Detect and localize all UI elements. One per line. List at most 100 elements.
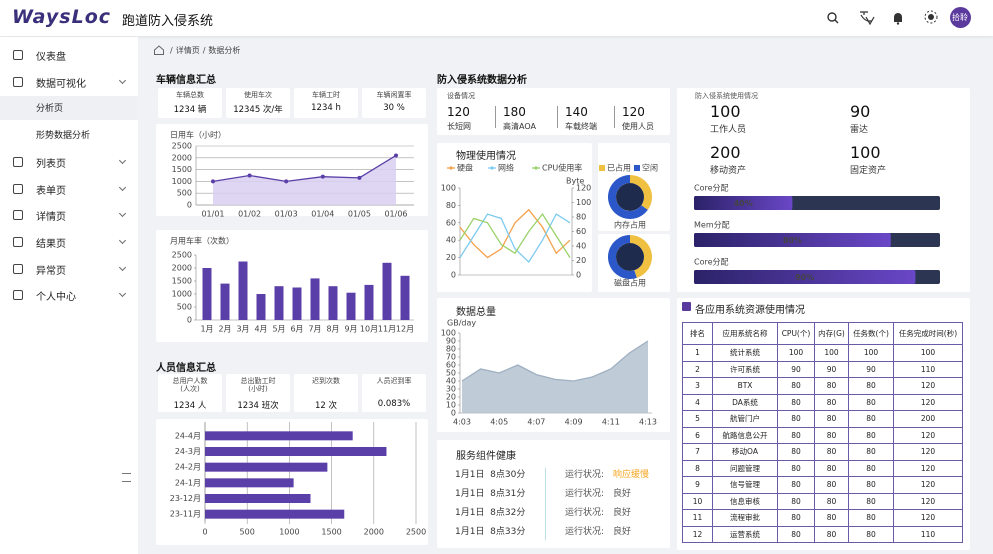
stat-label: 迟到次数: [312, 377, 340, 385]
stat-card: 总用户人数 (人次) 1234 人: [158, 374, 222, 412]
translate-icon[interactable]: [860, 11, 875, 26]
stat-value: 1234 h: [311, 103, 341, 113]
health-time: 1月1日 8点30分: [455, 470, 526, 480]
stat-label: 总出勤工时 (小时): [240, 377, 276, 393]
resources-table: 排名 应用系统名称 CPU(个) 内存(G) 任务数(个) 任务完成时间(秒) 1 统计系统 1…: [682, 322, 963, 543]
volume-card: 数据总量: [437, 298, 670, 432]
table-cell: 航管门户: [712, 410, 778, 428]
health-status: 响应缓慢: [613, 470, 650, 480]
table-cell: 80: [848, 393, 894, 411]
table-cell: 80: [777, 393, 815, 411]
bell-icon[interactable]: [894, 13, 902, 25]
menu-label: 数据可视化: [36, 78, 86, 90]
stat-value: 1234 人: [173, 401, 207, 411]
table-cell: 80: [777, 377, 815, 395]
health-status: 良好: [613, 508, 632, 518]
table-cell: 80: [814, 426, 849, 444]
menu-label: 详情页: [36, 212, 66, 224]
menu-item[interactable]: 数据可视化: [0, 70, 138, 94]
table-row: 7 移动OA 80 80 80 120: [682, 443, 963, 461]
device-divider: [557, 106, 558, 128]
health-status: 良好: [613, 527, 632, 537]
theme-icon[interactable]: [924, 10, 938, 24]
stat-card: 车辆闲置率 30 %: [362, 88, 426, 118]
menu-icon: [13, 76, 23, 87]
menu-arrow: [118, 156, 127, 164]
menu-icon: [13, 290, 23, 301]
header-icons: [827, 10, 938, 26]
memory-card: [598, 143, 670, 231]
table-cell: 80: [777, 443, 815, 461]
menu-item[interactable]: 列表页: [0, 150, 138, 174]
table-row: 6 航路信息公开 80 80 80 120: [682, 426, 963, 444]
menu-item[interactable]: 结果页: [0, 230, 138, 254]
device-label: 使用人员: [622, 122, 654, 131]
column-header: 任务数(个): [848, 322, 894, 345]
monthly-card: [156, 230, 428, 342]
table-cell: 120: [893, 509, 963, 527]
menu-item[interactable]: 个人中心: [0, 283, 138, 307]
column-header: 任务完成时间(秒): [893, 322, 963, 345]
avatar[interactable]: [950, 7, 971, 28]
health-status: 良好: [613, 489, 632, 499]
menu-label: 异常页: [36, 265, 66, 277]
column-header: CPU(个): [777, 322, 815, 345]
table-cell: 120: [893, 426, 963, 444]
home-icon[interactable]: [153, 44, 165, 56]
column-header: 排名: [682, 322, 713, 345]
section-title: 防入侵系统数据分析: [437, 75, 527, 86]
usage-label: 雷达: [850, 125, 869, 135]
table-cell: 100: [814, 344, 849, 362]
table-cell: 许可系统: [712, 360, 778, 378]
table-row: 1 统计系统 100 100 100 100: [682, 344, 963, 362]
section-title: 人员信息汇总: [156, 363, 216, 374]
menu-label: 仪表盘: [36, 52, 66, 63]
table-cell: 80: [814, 410, 849, 428]
table-cell: 80: [848, 525, 894, 543]
breadcrumb-item: 数据分析: [208, 46, 241, 55]
table-row: 9 信号管理 80 80 80 120: [682, 476, 963, 494]
health-status-label: 运行状况:: [565, 527, 605, 537]
table-cell: 2: [682, 360, 713, 378]
table-cell: 80: [814, 377, 849, 395]
table-cell: 90: [848, 360, 894, 378]
collapse-icon[interactable]: [122, 473, 131, 482]
breadcrumb-separator: /: [202, 46, 206, 55]
submenu-item[interactable]: 形势数据分析: [0, 123, 138, 147]
usage-value: 200: [710, 143, 741, 162]
table-cell: 80: [848, 509, 894, 527]
usage-label: 工作人员: [710, 125, 747, 135]
device-divider: [495, 106, 496, 128]
table-cell: 120: [893, 377, 963, 395]
health-time: 1月1日 8点33分: [455, 527, 526, 537]
menu-item[interactable]: 详情页: [0, 203, 138, 227]
menu-item[interactable]: 异常页: [0, 257, 138, 281]
table-cell: 80: [814, 492, 849, 510]
table-cell: 80: [848, 459, 894, 477]
sidebar: 仪表盘数据可视化分析页 形势数据分析 列表页表单页详情页结果页异常页个人中心: [0, 37, 138, 554]
table-cell: 12: [682, 525, 713, 543]
submenu-item[interactable]: 分析页: [0, 96, 138, 121]
menu-arrow: [118, 210, 127, 218]
table-cell: 200: [893, 410, 963, 428]
breadcrumb-separator: /: [170, 46, 173, 55]
table-row: 11 流程审批 80 80 80 120: [682, 509, 963, 527]
card-title: 设备情况: [447, 92, 475, 100]
table-cell: 航路信息公开: [712, 426, 778, 444]
menu-item[interactable]: 仪表盘: [0, 43, 138, 67]
table-cell: DA系统: [712, 393, 778, 411]
column-header: 内存(G): [814, 322, 849, 345]
stat-card: 总出勤工时 (小时) 1234 班次: [226, 374, 290, 412]
card-title: 防入侵系统使用情况: [695, 92, 758, 100]
stat-value: 12345 次/年: [233, 105, 283, 115]
health-time: 1月1日 8点31分: [455, 489, 526, 499]
table-cell: 8: [682, 459, 713, 477]
menu-label: 个人中心: [36, 292, 76, 304]
table-cell: 80: [848, 476, 894, 494]
stat-card: 车辆总数 1234 辆: [158, 88, 222, 118]
menu-item[interactable]: 表单页: [0, 177, 138, 201]
logo: WaysLoc: [12, 6, 112, 28]
search-icon[interactable]: [827, 12, 839, 24]
menu-label: 表单页: [36, 185, 66, 197]
stat-value: 0.083%: [377, 399, 411, 409]
